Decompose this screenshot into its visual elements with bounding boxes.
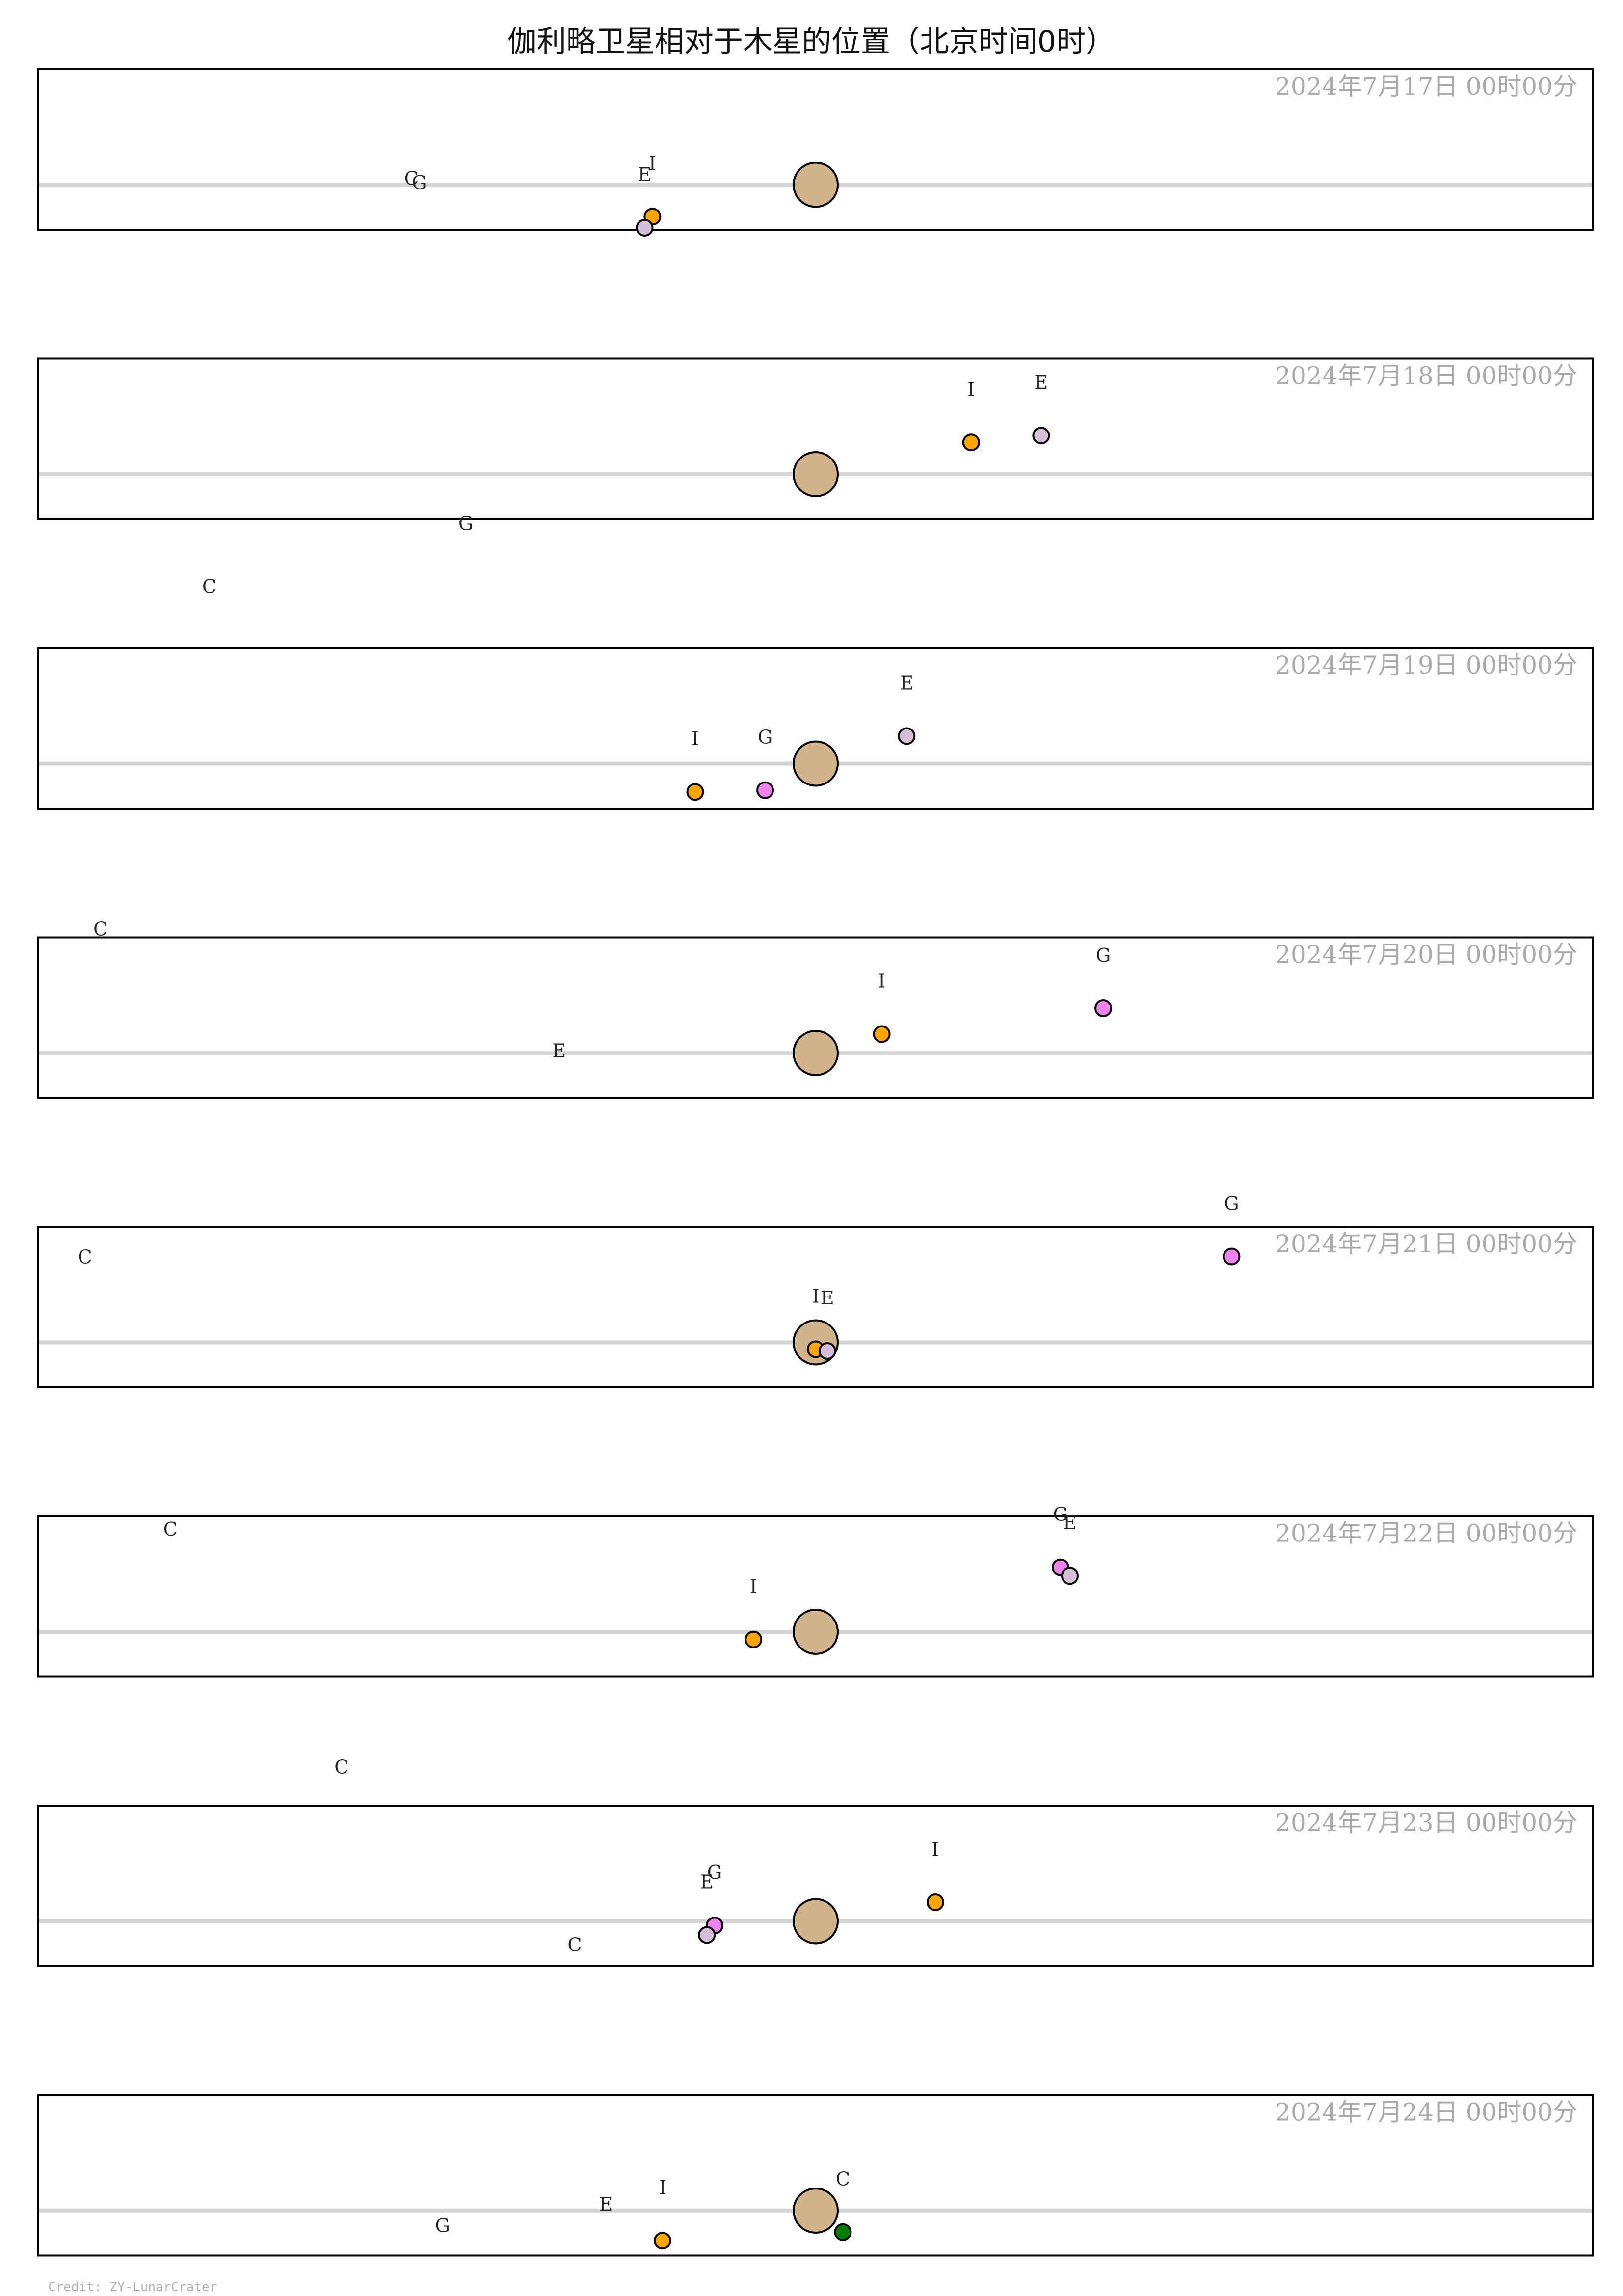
moon-C-label: C — [836, 2168, 850, 2190]
panel-date: 2024年7月19日 00时00分 — [1275, 651, 1577, 679]
jupiter-disk — [793, 1608, 839, 1655]
panel-frame — [37, 2094, 1594, 2257]
moon-E-label: E — [1034, 372, 1048, 393]
panel-4: 2024年7月20日 00时00分 I G E C — [37, 936, 1594, 1268]
panel-frame — [37, 936, 1594, 1099]
credit-text: Credit: ZY-LunarCrater — [48, 2280, 217, 2295]
moon-G-label: G — [435, 2215, 450, 2237]
panel-2: 2024年7月18日 00时00分 I E G C — [37, 357, 1594, 597]
moon-I-label: I — [812, 1285, 819, 1307]
moon-C-label: C — [404, 167, 419, 189]
moon-C-label: C — [334, 1756, 348, 1778]
moon-I-marker — [653, 2232, 671, 2250]
moon-E-label: E — [700, 1871, 714, 1892]
panel-frame — [37, 68, 1594, 231]
moon-G-marker — [1094, 999, 1113, 1017]
panel-date: 2024年7月20日 00时00分 — [1275, 941, 1577, 969]
moon-G-marker — [756, 781, 774, 799]
moon-E-label: E — [821, 1287, 834, 1309]
moon-E-label: E — [638, 164, 652, 186]
moon-E-label: E — [900, 672, 913, 694]
moon-E-marker — [818, 1342, 836, 1360]
moon-E-label: E — [599, 2193, 612, 2215]
moon-E-marker — [636, 218, 654, 237]
jupiter-disk — [793, 1898, 839, 1945]
jupiter-disk — [793, 740, 839, 787]
panel-7: 2024年7月23日 00时00分 I GE C — [37, 1805, 1594, 1967]
moon-I-marker — [745, 1630, 763, 1648]
panel-date: 2024年7月18日 00时00分 — [1275, 362, 1577, 390]
moon-G-label: G — [1096, 945, 1111, 966]
moon-E-label: E — [552, 1040, 566, 1062]
jupiter-disk — [793, 162, 839, 208]
panel-date: 2024年7月22日 00时00分 — [1275, 1519, 1577, 1548]
panel-1: 2024年7月17日 00时00分 IE CG — [37, 68, 1594, 237]
jupiter-disk — [793, 1029, 839, 1076]
moon-C-label: C — [93, 918, 107, 940]
jupiter-disk — [793, 2187, 839, 2234]
panel-frame — [37, 357, 1594, 520]
panel-date: 2024年7月17日 00时00分 — [1275, 72, 1577, 101]
panel-3: 2024年7月19日 00时00分 I G E C — [37, 647, 1594, 940]
moon-C-label: C — [567, 1934, 582, 1956]
moon-I-marker — [926, 1893, 944, 1911]
moon-I-marker — [962, 433, 980, 452]
panel-8: 2024年7月24日 00时00分 I C E G — [37, 2094, 1594, 2257]
chart-title: 伽利略卫星相对于木星的位置（北京时间0时） — [507, 25, 1115, 59]
moon-I-label: I — [967, 378, 975, 400]
jupiter-disk — [793, 451, 839, 497]
moon-G-label: G — [412, 172, 426, 193]
moon-I-label: I — [692, 728, 699, 750]
moon-G-label: G — [1224, 1192, 1239, 1214]
moon-I-marker — [686, 783, 704, 801]
panel-date: 2024年7月24日 00时00分 — [1275, 2098, 1577, 2127]
moon-E-marker — [898, 727, 916, 745]
moon-E-marker — [1032, 427, 1050, 445]
moon-G-label: G — [758, 727, 772, 748]
moon-I-marker — [873, 1025, 891, 1043]
moon-I-label: I — [659, 2177, 666, 2198]
moon-G-marker — [1223, 1247, 1241, 1266]
panel-frame — [37, 1515, 1594, 1678]
moon-I-label: I — [649, 153, 656, 174]
moon-C-label: C — [202, 575, 216, 597]
moon-E-marker — [1061, 1567, 1079, 1585]
moon-C-label: C — [78, 1246, 92, 1268]
moon-I-label: I — [750, 1576, 757, 1597]
panel-date: 2024年7月23日 00时00分 — [1275, 1809, 1577, 1837]
moon-I-label: I — [931, 1838, 939, 1860]
panel-frame — [37, 1226, 1594, 1388]
panel-frame — [37, 1805, 1594, 1967]
moon-C-label: C — [163, 1518, 178, 1540]
panel-frame — [37, 647, 1594, 810]
moon-E-marker — [698, 1926, 716, 1944]
moon-G-label: G — [707, 1862, 722, 1883]
moon-C-marker — [834, 2223, 852, 2241]
moon-G-label: G — [458, 513, 473, 535]
panel-6: 2024年7月22日 00时00分 I GE C — [37, 1504, 1594, 1778]
moon-I-label: I — [878, 970, 885, 992]
moon-G-label: G — [1053, 1504, 1068, 1525]
moon-E-label: E — [1063, 1512, 1077, 1534]
panel-date: 2024年7月21日 00时00分 — [1275, 1230, 1577, 1258]
